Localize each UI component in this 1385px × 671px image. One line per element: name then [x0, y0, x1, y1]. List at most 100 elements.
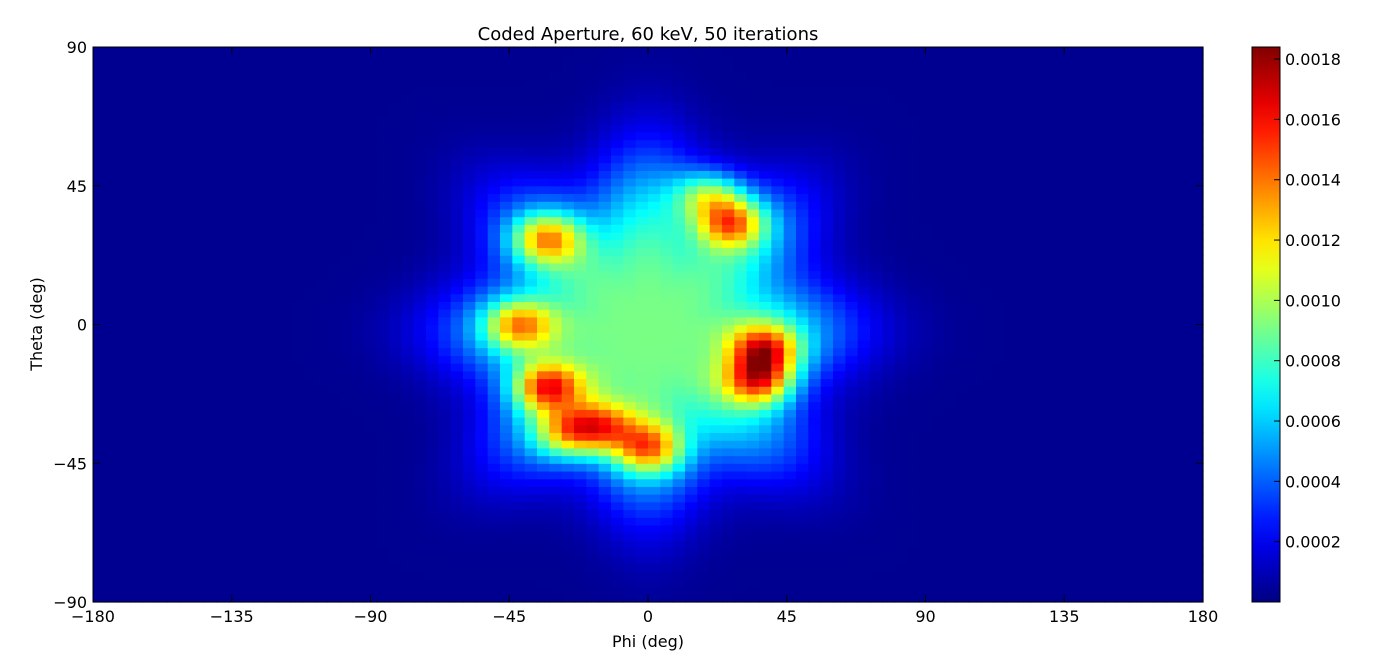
heatmap-cell: [450, 178, 464, 187]
heatmap-cell: [734, 378, 748, 387]
heatmap-cell: [808, 440, 822, 449]
heatmap-cell: [697, 455, 711, 464]
heatmap-cell: [228, 417, 242, 426]
heatmap-cell: [722, 224, 735, 233]
heatmap-cell: [759, 578, 772, 588]
heatmap-cell: [426, 386, 439, 395]
heatmap-cell: [623, 124, 637, 133]
heatmap-cell: [845, 594, 859, 603]
heatmap-cell: [93, 255, 106, 264]
heatmap-cell: [611, 193, 624, 202]
heatmap-cell: [857, 255, 871, 264]
heatmap-cell: [413, 208, 427, 218]
heatmap-cell: [734, 432, 748, 441]
heatmap-cell: [364, 270, 378, 279]
heatmap-cell: [475, 185, 489, 195]
heatmap-cell: [919, 424, 933, 434]
heatmap-cell: [426, 440, 439, 449]
heatmap-cell: [278, 401, 291, 410]
heatmap-cell: [672, 332, 686, 341]
heatmap-cell: [808, 339, 822, 349]
heatmap-cell: [450, 524, 464, 534]
heatmap-cell: [93, 301, 106, 310]
heatmap-cell: [450, 216, 464, 225]
heatmap-cell: [771, 131, 785, 141]
heatmap-cell: [611, 185, 624, 195]
heatmap-cell: [931, 154, 945, 164]
heatmap-cell: [549, 363, 563, 372]
heatmap-cell: [426, 255, 439, 264]
heatmap-cell: [919, 455, 933, 464]
heatmap-cell: [487, 463, 501, 472]
heatmap-cell: [697, 532, 711, 541]
heatmap-cell: [216, 178, 230, 187]
heatmap-cell: [401, 170, 415, 179]
heatmap-cell: [364, 170, 378, 179]
heatmap-cell: [389, 440, 402, 449]
heatmap-cell: [191, 440, 205, 449]
heatmap-cell: [796, 540, 809, 549]
heatmap-cell: [820, 424, 834, 434]
heatmap-cell: [216, 339, 230, 349]
heatmap-cell: [167, 77, 180, 87]
heatmap-cell: [438, 393, 452, 403]
heatmap-cell: [549, 270, 563, 279]
heatmap-cell: [463, 309, 476, 318]
heatmap-cell: [302, 93, 316, 102]
heatmap-cell: [93, 324, 106, 333]
heatmap-cell: [117, 70, 131, 79]
heatmap-cell: [413, 494, 427, 503]
heatmap-cell: [771, 424, 785, 434]
heatmap-cell: [241, 124, 254, 133]
heatmap-cell: [241, 532, 254, 541]
heatmap-cell: [376, 594, 390, 603]
heatmap-cell: [931, 363, 945, 372]
heatmap-cell: [734, 393, 748, 403]
heatmap-cell: [586, 401, 600, 410]
heatmap-cell: [820, 386, 834, 395]
heatmap-cell: [204, 324, 217, 333]
heatmap-cell: [734, 232, 748, 241]
heatmap-cell: [672, 170, 686, 179]
heatmap-cell: [845, 154, 859, 164]
heatmap-cell: [783, 309, 797, 318]
heatmap-cell: [759, 262, 772, 272]
heatmap-cell: [796, 424, 809, 434]
heatmap-cell: [820, 178, 834, 187]
heatmap-cell: [537, 108, 550, 117]
heatmap-cell: [278, 378, 291, 387]
heatmap-cell: [746, 494, 760, 503]
heatmap-cell: [598, 54, 612, 64]
heatmap-cell: [130, 262, 143, 272]
heatmap-cell: [882, 447, 896, 457]
heatmap-cell: [709, 524, 723, 534]
heatmap-cell: [907, 401, 920, 410]
heatmap-cell: [685, 440, 698, 449]
heatmap-cell: [265, 316, 279, 326]
heatmap-cell: [648, 85, 661, 94]
heatmap-cell: [833, 517, 846, 526]
heatmap-cell: [167, 147, 180, 156]
heatmap-cell: [635, 540, 649, 549]
heatmap-cell: [130, 524, 143, 534]
heatmap-cell: [500, 563, 513, 572]
heatmap-cell: [228, 255, 242, 264]
heatmap-cell: [253, 509, 267, 518]
heatmap-cell: [537, 262, 550, 272]
heatmap-cell: [635, 455, 649, 464]
heatmap-cell: [290, 524, 304, 534]
heatmap-cell: [919, 316, 933, 326]
heatmap-cell: [857, 501, 871, 511]
heatmap-cell: [746, 270, 760, 279]
heatmap-cell: [845, 347, 859, 356]
heatmap-cell: [117, 517, 131, 526]
heatmap-cell: [290, 247, 304, 256]
heatmap-cell: [685, 224, 698, 233]
heatmap-cell: [845, 324, 859, 333]
heatmap-cell: [290, 517, 304, 526]
heatmap-cell: [302, 47, 316, 56]
heatmap-cell: [512, 332, 526, 341]
heatmap-cell: [882, 332, 896, 341]
heatmap-cell: [463, 324, 476, 333]
